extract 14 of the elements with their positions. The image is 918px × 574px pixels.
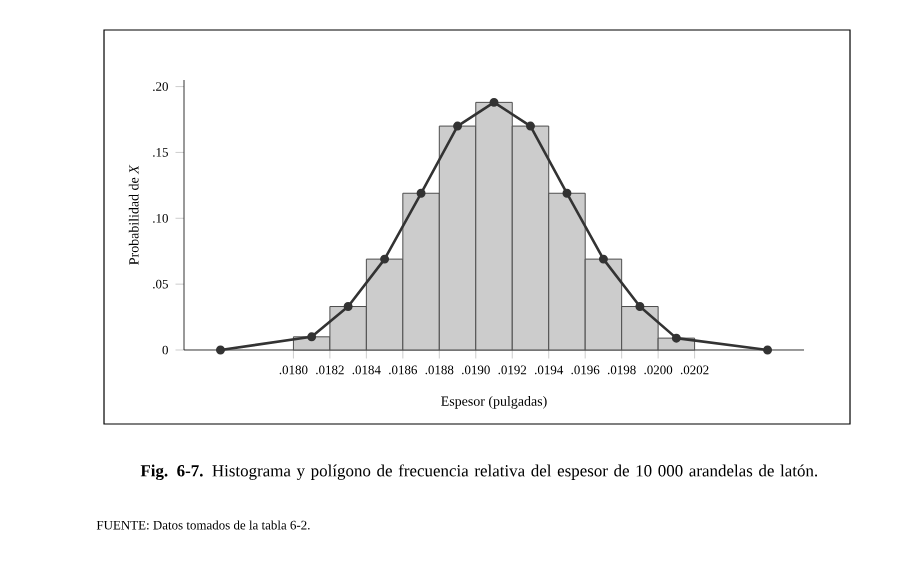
point bbox=[416, 188, 426, 198]
point bbox=[763, 345, 773, 355]
point bbox=[489, 97, 499, 107]
text: Fig. 6-7. Histograma y polígono de frecuencia relativa del espesor de 10 000 arandelas de latón. bbox=[140, 464, 818, 481]
point bbox=[453, 121, 463, 131]
point bbox=[598, 254, 608, 264]
point bbox=[215, 345, 225, 355]
point bbox=[562, 188, 572, 198]
point bbox=[380, 254, 390, 264]
point bbox=[635, 302, 645, 312]
point bbox=[343, 302, 353, 312]
point bbox=[307, 332, 317, 342]
point bbox=[671, 333, 681, 343]
point bbox=[526, 121, 535, 131]
